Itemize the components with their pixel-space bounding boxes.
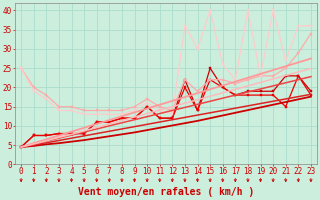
X-axis label: Vent moyen/en rafales ( km/h ): Vent moyen/en rafales ( km/h ) xyxy=(78,187,254,197)
